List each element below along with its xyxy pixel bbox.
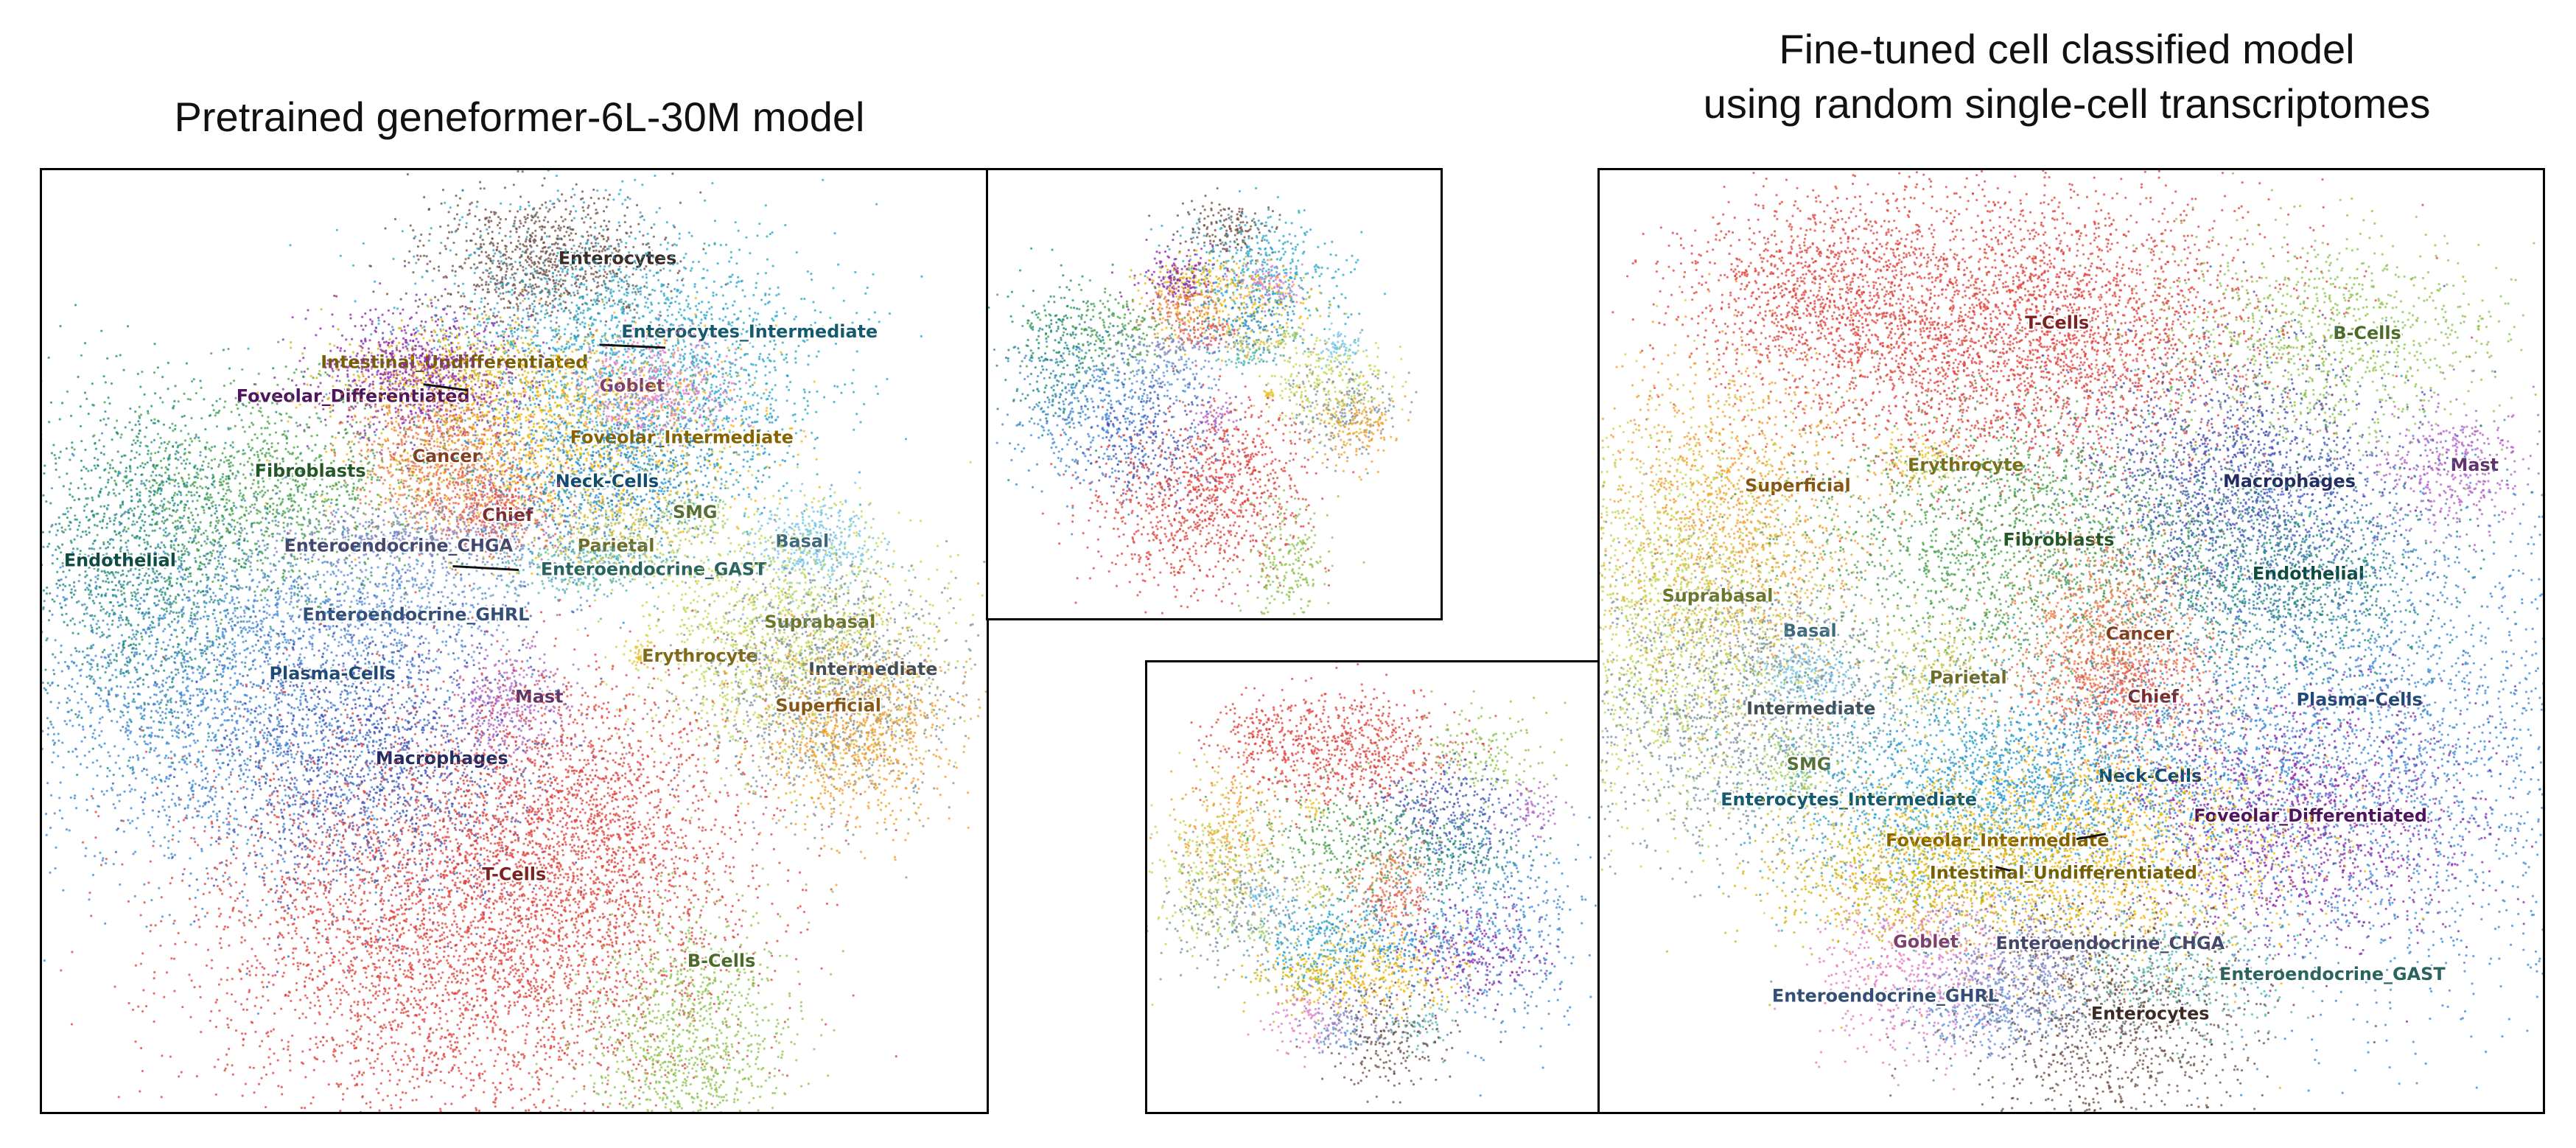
right-panel-title: Fine-tuned cell classified model using r… <box>1577 22 2557 131</box>
inset-top-cluster-mast <box>1185 389 1243 441</box>
right-label-neck-cells: Neck-Cells <box>2099 766 2202 786</box>
left-label-plasma-cells: Plasma-Cells <box>270 663 396 684</box>
umap-inset-top-panel <box>986 168 1443 620</box>
inset-bottom-cluster-plasma-cells <box>1359 765 1600 1096</box>
right-label-suprabasal: Suprabasal <box>1662 585 1774 606</box>
umap-inset-top-plot <box>988 170 1441 618</box>
inset-top-cluster-intermediate <box>1265 329 1417 474</box>
left-label-basal: Basal <box>775 531 829 552</box>
umap-pretrained-panel: Enterocytes Enterocytes_Intermediate Intes… <box>40 168 989 1114</box>
left-label-parietal: Parietal <box>578 536 655 556</box>
right-cluster-fibroblasts <box>1662 329 2351 795</box>
right-label-foveolar-differentiated: Foveolar_Differentiated <box>2194 805 2427 826</box>
inset-bottom-cluster-neck-cells <box>1276 878 1501 998</box>
right-label-b-cells: B-Cells <box>2333 323 2401 343</box>
inset-top-cluster-endothelial <box>988 248 1127 482</box>
right-label-t-cells: T-Cells <box>2025 312 2089 333</box>
inset-top-cluster-foveolar-intermediate <box>1135 250 1331 362</box>
left-panel-title: Pretrained geneformer-6L-30M model <box>29 90 1009 144</box>
left-label-cancer: Cancer <box>413 446 481 466</box>
right-title-line-2: using random single-cell transcriptomes <box>1577 77 2557 131</box>
right-cluster-suprabasal <box>1600 299 1931 914</box>
left-label-smg: SMG <box>673 502 718 522</box>
left-leader-line <box>599 345 665 348</box>
inset-top-cluster-enteroendocrine-gast <box>1206 342 1306 368</box>
inset-bottom-cluster-endothelial <box>1343 797 1555 910</box>
right-label-endothelial: Endothelial <box>2253 563 2365 584</box>
umap-finetuned-panel: T-Cells B-Cells Mast Erythrocyte Macrophages… <box>1597 168 2545 1114</box>
inset-bottom-cluster-intestinal-undifferentiated <box>1224 925 1385 1023</box>
inset-bottom-cluster-enteroendocrine-gast <box>1346 995 1459 1063</box>
left-label-enterocytes: Enterocytes <box>559 248 677 268</box>
umap-pretrained-plot: Enterocytes Enterocytes_Intermediate Intes… <box>42 170 987 1112</box>
right-label-intermediate: Intermediate <box>1746 699 1875 719</box>
left-label-erythrocyte: Erythrocyte <box>642 645 758 666</box>
right-label-intestinal-undifferentiated: Intestinal_Undifferentiated <box>1930 862 2197 883</box>
inset-top-cluster-enterocytes-intermediate <box>1144 187 1386 353</box>
right-label-parietal: Parietal <box>1930 668 2007 688</box>
inset-bottom-cluster-mast <box>1493 777 1575 846</box>
inset-top-cluster-b-cells <box>1222 489 1365 618</box>
right-label-fibroblasts: Fibroblasts <box>2003 530 2114 550</box>
umap-finetuned-plot: T-Cells B-CellsMastErythrocyteMacrophages… <box>1600 170 2543 1112</box>
right-title-line-1: Fine-tuned cell classified model <box>1577 22 2557 77</box>
inset-top-cluster-basal <box>1309 322 1368 372</box>
right-label-goblet: Goblet <box>1893 931 1959 952</box>
left-label-neck-cells: Neck-Cells <box>556 471 659 491</box>
left-label-superficial: Superficial <box>775 696 881 716</box>
left-label-endothelial: Endothelial <box>64 550 176 570</box>
left-label-enteroendocrine-ghrl: Enteroendocrine_GHRL <box>302 604 529 625</box>
right-label-enterocytes: Enterocytes <box>2091 1004 2210 1024</box>
inset-top-cluster-cancer <box>1132 277 1228 351</box>
inset-bottom-cluster-enteroendocrine-ghrl <box>1295 1015 1379 1054</box>
right-label-superficial: Superficial <box>1745 475 1851 496</box>
left-label-fibroblasts: Fibroblasts <box>255 461 366 481</box>
left-label-enterocytes-intermediate: Enterocytes_Intermediate <box>621 321 878 342</box>
inset-bottom-cluster-superficial <box>1149 745 1317 916</box>
right-label-chief: Chief <box>2128 687 2180 707</box>
left-label-b-cells: B-Cells <box>687 951 755 971</box>
inset-bottom-cluster-enterocytes <box>1295 981 1502 1104</box>
umap-inset-bottom-panel <box>1145 660 1602 1114</box>
left-label-t-cells: T-Cells <box>482 864 546 884</box>
left-label-intestinal-undifferentiated: Intestinal_Undifferentiated <box>321 352 588 373</box>
right-label-mast: Mast <box>2451 455 2499 475</box>
right-label-plasma-cells: Plasma-Cells <box>2297 690 2423 710</box>
left-label-macrophages: Macrophages <box>376 748 508 769</box>
inset-bottom-cluster-b-cells <box>1368 690 1568 855</box>
right-label-enteroendocrine-ghrl: Enteroendocrine_GHRL <box>1772 986 1999 1007</box>
right-label-enteroendocrine-gast: Enteroendocrine_GAST <box>2219 964 2446 984</box>
inset-bottom-cluster-chief <box>1351 868 1477 932</box>
inset-bottom-cluster-smg <box>1231 917 1271 943</box>
right-label-cancer: Cancer <box>2106 623 2174 644</box>
umap-inset-bottom-plot <box>1147 662 1600 1112</box>
